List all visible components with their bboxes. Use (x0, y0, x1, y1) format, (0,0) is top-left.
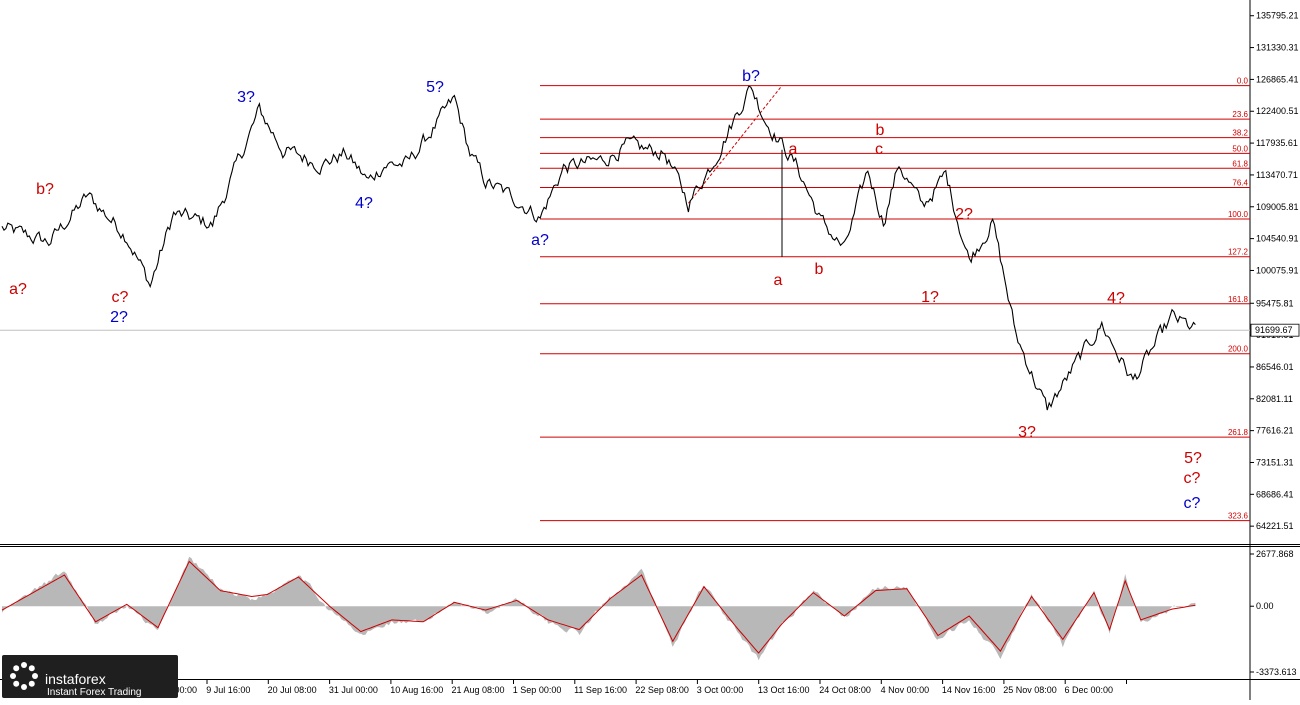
x-tick-label: 31 Jul 00:00 (329, 685, 378, 695)
wave-label: 4? (1107, 290, 1125, 307)
logo-brand: instaforex (45, 671, 106, 687)
fib-level-label: 38.2 (1232, 129, 1248, 138)
y-tick-label: 122400.51 (1256, 106, 1299, 116)
wave-label: b (815, 261, 824, 278)
logo-icon-dot (21, 662, 27, 668)
oscillator-signal-line (1, 560, 1196, 654)
y-tick-label: 131330.31 (1256, 43, 1299, 53)
y-axis: 135795.21 131330.31 126865.41 122400.51 1179… (1250, 11, 1299, 531)
wave-label: 4? (355, 195, 373, 212)
wave-label: b? (742, 68, 760, 85)
fib-level-label: 76.4 (1232, 179, 1248, 188)
wave-label: 3? (237, 89, 255, 106)
fib-level-label: 161.8 (1228, 295, 1249, 304)
logo-background (2, 655, 178, 698)
oscillator-histogram (2, 556, 1196, 661)
logo-icon-dot (10, 673, 16, 679)
price-series-line (1, 85, 1196, 411)
logo-icon-dot (32, 673, 38, 679)
y-tick-label: 77616.21 (1256, 426, 1294, 436)
y-tick-label: 135795.21 (1256, 11, 1299, 21)
logo-icon-dot (28, 665, 35, 672)
fib-level-label: 61.8 (1232, 159, 1248, 168)
y-tick-label: 109005.81 (1256, 202, 1299, 212)
x-tick-label: 1 Sep 00:00 (513, 685, 562, 695)
y-tick-label: 100075.91 (1256, 265, 1299, 275)
fib-level-label: 0.0 (1237, 77, 1249, 86)
x-tick-label: 3 Oct 00:00 (697, 685, 744, 695)
x-tick-label: 21 Aug 08:00 (452, 685, 505, 695)
y-tick-label: 113470.71 (1256, 170, 1298, 180)
x-tick-label: 10 Aug 16:00 (390, 685, 443, 695)
x-tick-label: 4 Nov 00:00 (881, 685, 930, 695)
y-tick-label: 64221.51 (1256, 521, 1294, 531)
x-tick-label: 13 Oct 16:00 (758, 685, 810, 695)
fib-levels: 0.0 23.6 38.2 50.0 61.8 76.4 100.0 127.2 161.8 20… (540, 77, 1250, 522)
fib-trendline (688, 85, 783, 204)
wave-label: 3? (1018, 424, 1036, 441)
x-tick-label: 22 Sep 08:00 (635, 685, 689, 695)
osc-y-tick-label: -3373.613 (1256, 667, 1297, 677)
wave-label: a (774, 272, 783, 289)
osc-y-tick-label: 0.00 (1256, 601, 1274, 611)
y-tick-label: 104540.91 (1256, 234, 1299, 244)
x-tick-label: 24 Oct 08:00 (819, 685, 871, 695)
wave-label: c? (1184, 495, 1201, 512)
x-tick-label: 20 Jul 08:00 (268, 685, 317, 695)
y-tick-label: 86546.01 (1256, 362, 1294, 372)
logo-icon-dot (13, 665, 20, 672)
y-tick-label: 126865.41 (1256, 74, 1299, 84)
fib-level-label: 127.2 (1228, 248, 1249, 257)
wave-label: 5? (1184, 450, 1202, 467)
wave-label: 2? (110, 309, 128, 326)
y-tick-label: 73151.31 (1256, 457, 1294, 467)
logo-icon-dot (21, 684, 27, 690)
x-tick-label: 9 Jul 16:00 (206, 685, 250, 695)
wave-label: 2? (955, 206, 973, 223)
logo-icon-dot (13, 680, 20, 687)
x-tick-label: 25 Nov 08:00 (1003, 685, 1057, 695)
wave-label: c? (112, 289, 129, 306)
wave-label: 1? (921, 289, 939, 306)
x-tick-label: 14 Nov 16:00 (942, 685, 996, 695)
y-tick-label: 95475.81 (1256, 298, 1294, 308)
wave-label: c (875, 141, 883, 158)
y-tick-label: 82081.11 (1256, 394, 1293, 404)
wave-label: a? (9, 281, 27, 298)
osc-y-axis: 2677.868 0.00 -3373.613 (1250, 549, 1297, 677)
fib-level-label: 200.0 (1228, 345, 1249, 354)
current-price-label: 91699.67 (1255, 325, 1293, 335)
x-tick-label: 6 Dec 00:00 (1065, 685, 1114, 695)
fib-level-label: 323.6 (1228, 512, 1249, 521)
wave-label: b (876, 122, 885, 139)
wave-label: b? (36, 181, 54, 198)
fib-level-label: 261.8 (1228, 428, 1249, 437)
wave-label: a? (531, 232, 549, 249)
logo-icon-dot (28, 680, 35, 687)
y-tick-label: 117935.61 (1256, 138, 1298, 148)
y-tick-label: 68686.41 (1256, 489, 1294, 499)
current-price-badge (1250, 323, 1300, 337)
x-tick-label: 11 Sep 16:00 (574, 685, 627, 695)
fib-level-label: 50.0 (1232, 144, 1248, 153)
logo-icon (10, 662, 38, 690)
fib-level-label: 23.6 (1232, 110, 1248, 119)
logo-tagline: Instant Forex Trading (47, 687, 142, 698)
wave-label: a (789, 141, 798, 158)
fib-level-label: 100.0 (1228, 210, 1249, 219)
wave-label: 5? (426, 79, 444, 96)
osc-y-tick-label: 2677.868 (1256, 549, 1294, 559)
wave-label: c? (1184, 470, 1201, 487)
